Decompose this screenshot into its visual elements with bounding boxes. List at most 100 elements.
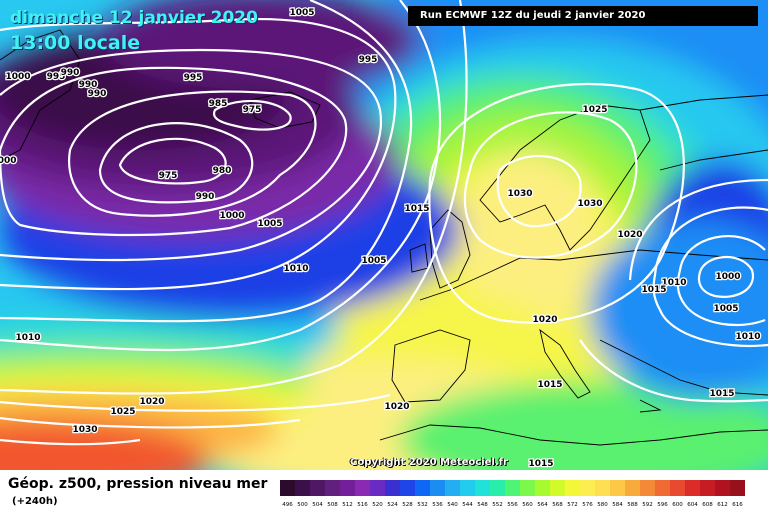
isobar-label: 990 bbox=[61, 68, 80, 78]
legend-tick-label: 516 bbox=[357, 502, 368, 508]
field-blob bbox=[0, 420, 210, 470]
legend-swatch bbox=[535, 480, 551, 496]
isobar-1015-low bbox=[628, 178, 768, 281]
isobar-label: 1030 bbox=[577, 199, 602, 209]
legend-tick-label: 536 bbox=[432, 502, 443, 508]
legend-tick-label: 512 bbox=[342, 502, 353, 508]
legend-tick-label: 584 bbox=[612, 502, 623, 508]
field-blob bbox=[460, 150, 600, 330]
isobar-1020-centre bbox=[428, 82, 685, 324]
colour-scale-legend: 496 500 504 508 512 516 520 524 528 532 536 540 544 5… bbox=[280, 480, 745, 508]
isobar-label: 1020 bbox=[384, 402, 409, 412]
legend-swatch bbox=[580, 480, 596, 496]
isobar-label: 1015 bbox=[537, 380, 562, 390]
legend-tick-label: 588 bbox=[627, 502, 638, 508]
legend-swatch bbox=[280, 480, 296, 496]
legend-tick-label: 592 bbox=[642, 502, 653, 508]
isobar-label: 995 bbox=[47, 72, 66, 82]
isobar-label: 1005 bbox=[257, 219, 282, 229]
copyright-notice: Copyright 2020 Meteociel.fr bbox=[350, 457, 508, 468]
coastline-iceland bbox=[249, 91, 321, 129]
isobar-1000 bbox=[0, 18, 397, 291]
legend-tick-label: 560 bbox=[522, 502, 533, 508]
legend-tick-label: 604 bbox=[687, 502, 698, 508]
isobar-label: 995 bbox=[359, 55, 378, 65]
isobar-975-inner bbox=[118, 137, 227, 185]
coastline-north-africa bbox=[379, 424, 768, 446]
isobar-label: 1015 bbox=[641, 285, 666, 295]
legend-tick-label: 520 bbox=[372, 502, 383, 508]
legend-swatch bbox=[310, 480, 326, 496]
legend-tick-label: 496 bbox=[282, 502, 293, 508]
legend-swatch bbox=[610, 480, 626, 496]
legend-swatch bbox=[670, 480, 686, 496]
isobar-label: 995 bbox=[184, 73, 203, 83]
isobar-label: 1000 bbox=[219, 211, 244, 221]
isobar-label: 1000 bbox=[5, 72, 30, 82]
legend-tick-label: 540 bbox=[447, 502, 458, 508]
isobar-label: 1030 bbox=[507, 189, 532, 199]
isobar-995 bbox=[0, 48, 383, 262]
legend-tick-label: 608 bbox=[702, 502, 713, 508]
legend-tick-label: 612 bbox=[717, 502, 728, 508]
forecast-lead-time: (+240h) bbox=[12, 496, 58, 507]
coastline-italy bbox=[539, 328, 591, 399]
legend-swatch bbox=[430, 480, 446, 496]
legend-tick-label: 572 bbox=[567, 502, 578, 508]
legend-swatch bbox=[370, 480, 386, 496]
isobar-label: 1010 bbox=[661, 278, 686, 288]
isobar-980 bbox=[98, 122, 254, 204]
legend-swatch bbox=[475, 480, 491, 496]
legend-tick-label: 568 bbox=[552, 502, 563, 508]
coastline-europe bbox=[419, 249, 768, 301]
isobar-1010 bbox=[0, 0, 442, 352]
legend-swatch bbox=[490, 480, 506, 496]
field-blob bbox=[590, 220, 768, 400]
isobar-985 bbox=[68, 90, 317, 217]
legend-tick-label: 616 bbox=[732, 502, 743, 508]
legend-swatch bbox=[595, 480, 611, 496]
legend-tick-label: 500 bbox=[297, 502, 308, 508]
isobar-label: 1020 bbox=[532, 315, 557, 325]
isobar-label: 1025 bbox=[582, 105, 607, 115]
isobar-label: 1005 bbox=[713, 304, 738, 314]
forecast-time: 13:00 locale bbox=[10, 32, 141, 54]
isobar-label: 1020 bbox=[617, 230, 642, 240]
isobar-label: 1000 bbox=[0, 156, 17, 166]
isobar-label: 985 bbox=[209, 99, 228, 109]
isobar-labels: 1005 995 1000 995 990 990 990 995 985 97… bbox=[0, 7, 762, 470]
legend-swatch bbox=[355, 480, 371, 496]
isobar-1020-west bbox=[0, 393, 391, 412]
legend-tick-label: 596 bbox=[657, 502, 668, 508]
isobar-label: 1015 bbox=[528, 459, 553, 469]
legend-tick-label: 564 bbox=[537, 502, 548, 508]
isobar-label: 975 bbox=[159, 171, 178, 181]
legend-swatch bbox=[700, 480, 716, 496]
legend-swatch bbox=[400, 480, 416, 496]
legend-swatch bbox=[640, 480, 656, 496]
legend-tick-label: 600 bbox=[672, 502, 683, 508]
legend-tick-label: 504 bbox=[312, 502, 323, 508]
legend-tick-label: 532 bbox=[417, 502, 428, 508]
forecast-date: dimanche 12 janvier 2020 bbox=[10, 8, 258, 28]
field-blob bbox=[400, 380, 768, 470]
legend-swatch bbox=[460, 480, 476, 496]
isobar-990 bbox=[0, 66, 348, 237]
legend-swatch bbox=[565, 480, 581, 496]
legend-swatch bbox=[295, 480, 311, 496]
isobar-label: 980 bbox=[213, 166, 232, 176]
legend-tick-label: 508 bbox=[327, 502, 338, 508]
isobar-975-north bbox=[212, 99, 292, 131]
coastline-scandinavia bbox=[479, 104, 651, 251]
coastline-greenland bbox=[0, 29, 81, 161]
isobar-label: 1025 bbox=[110, 407, 135, 417]
legend-swatch bbox=[505, 480, 521, 496]
legend-tick-label: 580 bbox=[597, 502, 608, 508]
isobars bbox=[0, 0, 768, 446]
weather-map: 1005 995 1000 995 990 990 990 995 985 97… bbox=[0, 0, 768, 470]
legend-swatch bbox=[445, 480, 461, 496]
isobar-label: 1015 bbox=[709, 389, 734, 399]
coastline-iberia bbox=[391, 329, 471, 403]
isobar-label: 1020 bbox=[139, 397, 164, 407]
